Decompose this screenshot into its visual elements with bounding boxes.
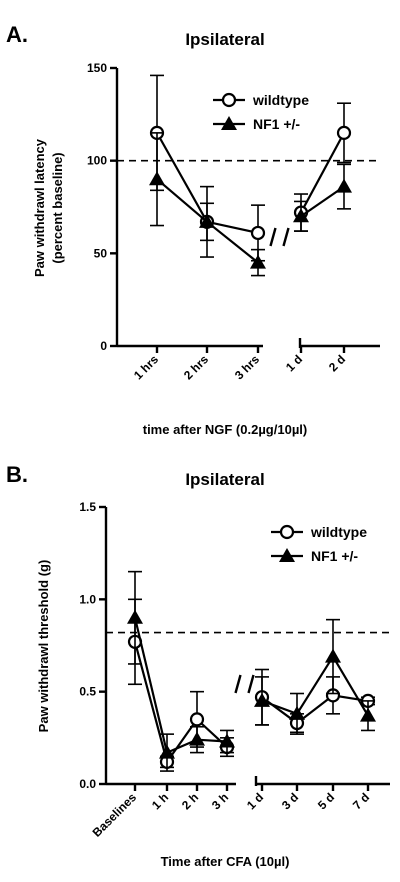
y-tick-label: 100 <box>87 154 107 168</box>
series-0-line-1 <box>261 694 369 725</box>
data-point-triangle <box>189 731 205 746</box>
data-point-triangle <box>219 733 235 748</box>
axis-break-slash <box>269 227 277 247</box>
y-tick-label: 0.5 <box>79 685 96 699</box>
x-tick-label: 2 h <box>179 790 201 812</box>
data-point-triangle <box>127 609 143 624</box>
data-point-circle <box>250 225 266 241</box>
data-point-triangle <box>159 744 175 759</box>
axis-break-slash <box>234 674 242 694</box>
x-tick-label: 1 d <box>283 352 305 374</box>
y-tick-label: 0 <box>100 339 107 353</box>
y-tick-label: 50 <box>94 246 108 260</box>
x-tick-label: Baselines <box>90 790 140 840</box>
x-tick-label: 1 hrs <box>131 352 161 382</box>
panel-a-ylabel-line1: Paw withdrawl latency <box>32 138 47 277</box>
panel-b-title: Ipsilateral <box>185 470 264 489</box>
y-tick-label: 0.0 <box>79 777 96 791</box>
legend-marker-triangle <box>279 548 295 562</box>
y-tick-label: 1.5 <box>79 500 96 514</box>
series-0-line-1 <box>300 132 345 214</box>
panel-a-plot: 0 50 100 150 1 hrs 2 hrs 3 hrs 1 d 2 d wildtype NF… <box>87 61 380 382</box>
y-tick-label: 150 <box>87 61 107 75</box>
x-tick-label: 2 hrs <box>181 352 211 382</box>
data-point-triangle <box>360 707 376 722</box>
panel-a-ylabel-line2: (percent baseline) <box>50 152 65 263</box>
panel-b-ylabel: Paw withdrawl threshold (g) <box>36 560 51 733</box>
x-tick-label: 3 h <box>209 790 231 812</box>
legend-label: NF1 +/- <box>253 116 300 132</box>
panel-a-label: A. <box>6 22 28 47</box>
data-point-triangle <box>289 705 305 720</box>
series-1-line-1 <box>261 654 369 717</box>
axis-break-slash <box>282 227 290 247</box>
x-tick-label: 1 d <box>244 790 266 812</box>
data-point-triangle <box>199 213 215 228</box>
data-point-triangle <box>325 648 341 663</box>
legend-marker-circle <box>221 92 237 108</box>
legend-label: NF1 +/- <box>311 548 358 564</box>
x-tick-label: 5 d <box>315 790 337 812</box>
data-point-triangle <box>149 171 165 186</box>
panel-b-plot: 0.0 0.5 1.0 1.5 Baselines 1 h 2 h 3 h 1 d 3 d 5 d 7… <box>79 500 390 840</box>
data-point-circle <box>336 125 352 140</box>
data-point-triangle <box>254 692 270 707</box>
data-point-triangle <box>250 254 266 269</box>
series-0-line-0 <box>133 641 228 765</box>
x-tick-label: 1 h <box>149 790 171 812</box>
legend-marker-circle <box>279 524 295 540</box>
legend-label: wildtype <box>310 524 367 540</box>
x-tick-label: 3 hrs <box>232 352 262 382</box>
x-tick-label: 7 d <box>350 790 372 812</box>
panel-b-label: B. <box>6 462 28 487</box>
x-tick-label: 3 d <box>279 790 301 812</box>
data-point-circle <box>189 712 205 727</box>
legend-label: wildtype <box>252 92 309 108</box>
data-point-triangle <box>293 208 309 223</box>
panel-a-xlabel: time after NGF (0.2µg/10µl) <box>143 422 308 437</box>
panel-b-xlabel: Time after CFA (10µl) <box>161 854 290 869</box>
data-point-triangle <box>336 178 352 193</box>
legend-marker-triangle <box>221 116 237 130</box>
axis-break-slash <box>247 674 255 694</box>
panel-a-title: Ipsilateral <box>185 30 264 49</box>
y-tick-label: 1.0 <box>79 592 96 606</box>
x-tick-label: 2 d <box>326 352 348 374</box>
series-1-line-0 <box>133 617 228 755</box>
